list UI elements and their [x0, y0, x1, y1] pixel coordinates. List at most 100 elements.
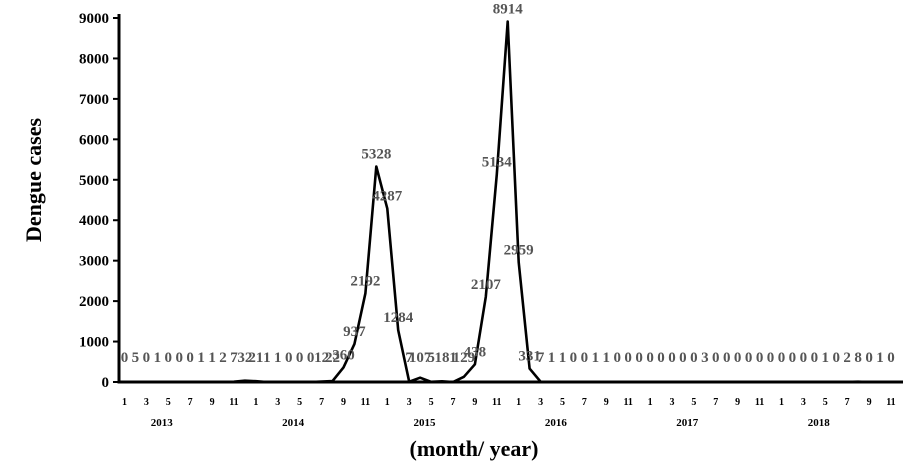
data-label: 0	[690, 350, 698, 366]
y-tick-label: 7000	[79, 92, 109, 108]
x-tick-label: 3	[144, 397, 149, 408]
data-label: 8914	[493, 1, 524, 17]
y-tick-label: 4000	[79, 213, 109, 229]
data-label: 5	[132, 350, 140, 366]
series-line-group	[124, 20, 891, 384]
x-tick-label: 1	[779, 397, 784, 408]
year-label: 2017	[676, 417, 699, 429]
data-label: 18	[435, 350, 450, 366]
data-label: 0	[570, 350, 578, 366]
axes	[117, 14, 903, 384]
data-label: 32	[237, 350, 252, 366]
data-label: 2192	[350, 273, 380, 289]
data-label: 0	[635, 350, 643, 366]
x-tick-label: 9	[867, 397, 872, 408]
data-label: 937	[343, 324, 366, 340]
x-tick-label: 5	[823, 397, 828, 408]
data-label: 0	[800, 350, 808, 366]
data-label: 5328	[361, 147, 391, 163]
y-tick-label: 9000	[79, 11, 109, 27]
data-label: 1	[603, 350, 611, 366]
data-label: 0	[811, 350, 819, 366]
x-tick-label: 1	[648, 397, 653, 408]
x-tick-label: 7	[845, 397, 850, 408]
year-labels: 2013 2014 2015 2016 2017 2018	[151, 417, 831, 429]
x-tick-label: 11	[361, 397, 370, 408]
x-tick-label: 5	[560, 397, 565, 408]
x-tick-label: 7	[188, 397, 193, 408]
data-label: 2	[843, 350, 851, 366]
y-tick-label: 5000	[79, 173, 109, 189]
data-label: 0	[723, 350, 731, 366]
x-tick-label: 1	[253, 397, 258, 408]
data-label: 0	[865, 350, 873, 366]
data-label: 7	[537, 350, 545, 366]
data-label: 1	[449, 350, 457, 366]
x-tick-label: 7	[319, 397, 324, 408]
data-label: 2107	[471, 277, 502, 293]
data-label: 1	[263, 350, 271, 366]
data-label: 0	[165, 350, 173, 366]
x-tick-label: 11	[755, 397, 764, 408]
data-label: 2959	[504, 242, 534, 258]
x-tick-label: 11	[229, 397, 238, 408]
x-tick-label: 11	[623, 397, 632, 408]
data-label: 0	[175, 350, 183, 366]
data-label: 1	[208, 350, 216, 366]
x-tick-label: 9	[472, 397, 477, 408]
x-tick-label: 3	[407, 397, 412, 408]
y-tick-label: 6000	[79, 132, 109, 148]
x-tick-label: 3	[669, 397, 674, 408]
y-axis-ticks: 0 1000 2000 3000 4000 5000 6000 7000 8000 9000	[79, 11, 119, 391]
data-label: 0	[121, 350, 129, 366]
series-line	[124, 20, 891, 384]
data-label: 0	[832, 350, 840, 366]
x-axis-title: (month/ year)	[410, 436, 539, 461]
data-label: 22	[325, 350, 340, 366]
data-label: 1	[154, 350, 162, 366]
data-label: 0	[307, 350, 315, 366]
data-label: 0	[679, 350, 687, 366]
data-label: 0	[186, 350, 194, 366]
x-tick-label: 9	[604, 397, 609, 408]
data-label: 0	[657, 350, 665, 366]
data-label: 1284	[383, 310, 414, 326]
data-label: 360	[332, 347, 355, 363]
y-tick-label: 2000	[79, 294, 109, 310]
data-label: 12	[314, 350, 329, 366]
x-tick-label: 11	[886, 397, 895, 408]
x-tick-label: 9	[210, 397, 215, 408]
x-tick-label: 5	[429, 397, 434, 408]
x-tick-label: 5	[166, 397, 171, 408]
data-label: 0	[767, 350, 775, 366]
x-tick-label: 3	[275, 397, 280, 408]
data-label: 0	[745, 350, 753, 366]
data-label: 1	[592, 350, 600, 366]
y-tick-label: 8000	[79, 51, 109, 67]
data-label: 438	[464, 344, 487, 360]
x-tick-label: 9	[341, 397, 346, 408]
data-label: 1	[822, 350, 830, 366]
x-tick-label: 3	[801, 397, 806, 408]
data-label: 0	[668, 350, 676, 366]
year-label: 2018	[808, 417, 831, 429]
data-label: 0	[778, 350, 786, 366]
data-label: 4287	[372, 189, 403, 205]
x-tick-label: 7	[713, 397, 718, 408]
x-tick-label: 11	[492, 397, 501, 408]
y-tick-label: 1000	[79, 335, 109, 351]
x-tick-label: 1	[516, 397, 521, 408]
data-label: 0	[887, 350, 895, 366]
y-tick-label: 0	[102, 375, 110, 391]
x-tick-label: 5	[297, 397, 302, 408]
data-label: 1	[548, 350, 556, 366]
data-label: 0	[756, 350, 764, 366]
data-label: 3	[701, 350, 709, 366]
data-label: 107	[409, 350, 432, 366]
x-tick-label: 1	[122, 397, 127, 408]
data-label: 7	[405, 350, 413, 366]
data-label: 7	[230, 350, 238, 366]
year-label: 2014	[282, 417, 305, 429]
